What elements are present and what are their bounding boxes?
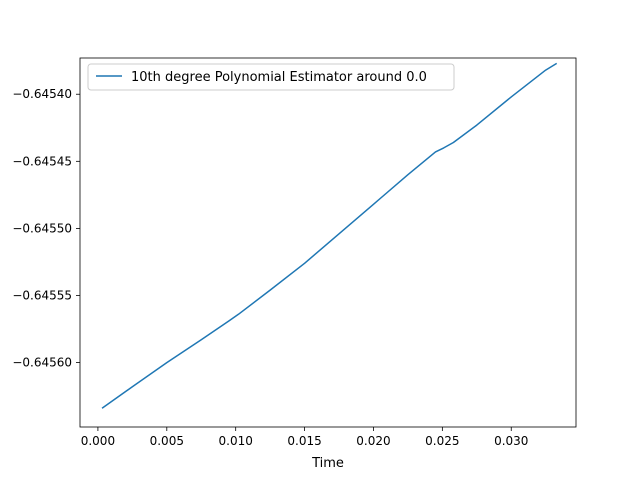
x-axis: 0.000 0.005 0.010 0.015 0.020 0.025 0.030	[81, 427, 528, 448]
y-axis: −0.64560 −0.64555 −0.64550 −0.64545 −0.64540	[12, 87, 80, 370]
y-tick-label: −0.64555	[12, 289, 72, 303]
legend: 10th degree Polynomial Estimator around …	[87, 63, 455, 91]
x-tick-label: 0.000	[81, 434, 115, 448]
axes-frame	[79, 57, 577, 428]
x-tick-label: 0.015	[287, 434, 321, 448]
y-tick-label: −0.64560	[12, 356, 72, 370]
legend-label: 10th degree Polynomial Estimator around …	[131, 70, 427, 85]
x-tick-label: 0.020	[356, 434, 390, 448]
legend-box	[87, 63, 455, 91]
x-tick-label: 0.005	[150, 434, 184, 448]
x-axis-label: Time	[311, 456, 344, 471]
plot-area	[101, 62, 558, 409]
x-tick-label: 0.010	[219, 434, 253, 448]
y-tick-label: −0.64545	[12, 154, 72, 168]
x-tick-label: 0.030	[494, 434, 528, 448]
x-tick-label: 0.025	[425, 434, 459, 448]
y-tick-label: −0.64550	[12, 221, 72, 235]
y-tick-label: −0.64540	[12, 87, 72, 101]
series-line	[101, 62, 558, 409]
